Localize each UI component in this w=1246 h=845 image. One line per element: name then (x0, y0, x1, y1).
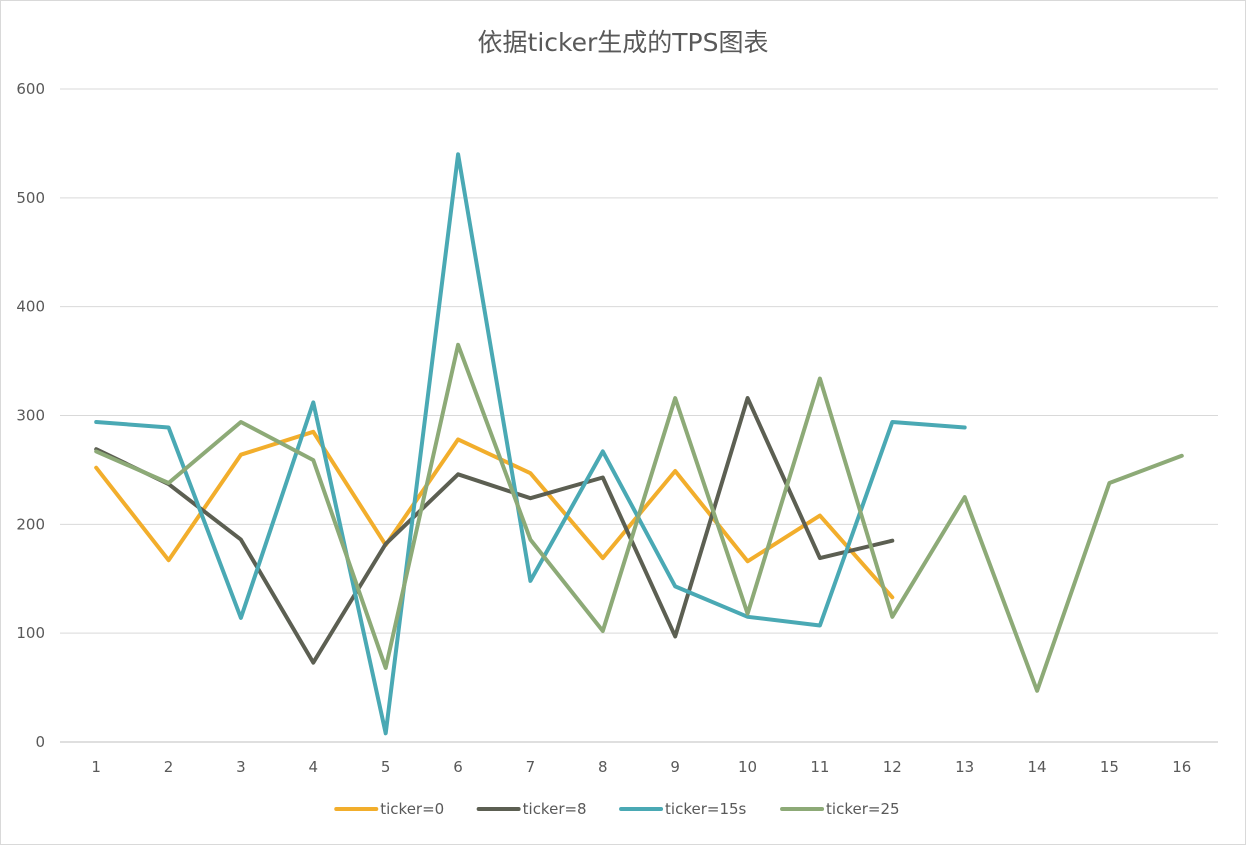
x-tick-label: 14 (1028, 758, 1047, 776)
x-tick-label: 16 (1172, 758, 1191, 776)
y-tick-label: 0 (35, 733, 45, 751)
x-tick-label: 6 (453, 758, 463, 776)
x-tick-label: 1 (91, 758, 101, 776)
series-line (94, 152, 967, 736)
x-tick-label: 10 (738, 758, 757, 776)
x-tick-label: 4 (309, 758, 319, 776)
legend-label: ticker=25 (826, 800, 900, 818)
x-tick-label: 15 (1100, 758, 1119, 776)
y-tick-label: 500 (16, 189, 45, 207)
x-tick-label: 9 (670, 758, 680, 776)
x-tick-label: 3 (236, 758, 246, 776)
legend-label: ticker=8 (523, 800, 587, 818)
y-tick-label: 200 (16, 515, 45, 533)
y-tick-label: 600 (16, 80, 45, 98)
legend-label: ticker=15s (665, 800, 746, 818)
x-tick-label: 5 (381, 758, 391, 776)
x-tick-label: 7 (526, 758, 536, 776)
legend-label: ticker=0 (380, 800, 444, 818)
series-line (94, 429, 895, 600)
y-tick-label: 400 (16, 298, 45, 316)
y-tick-label: 300 (16, 407, 45, 425)
x-tick-label: 13 (955, 758, 974, 776)
chart-title: 依据ticker生成的TPS图表 (477, 28, 769, 57)
x-tick-label: 11 (810, 758, 829, 776)
y-tick-label: 100 (16, 624, 45, 642)
x-tick-label: 12 (883, 758, 902, 776)
x-tick-label: 2 (164, 758, 174, 776)
series-line (94, 342, 1184, 693)
x-tick-label: 8 (598, 758, 608, 776)
series-line (94, 396, 895, 665)
